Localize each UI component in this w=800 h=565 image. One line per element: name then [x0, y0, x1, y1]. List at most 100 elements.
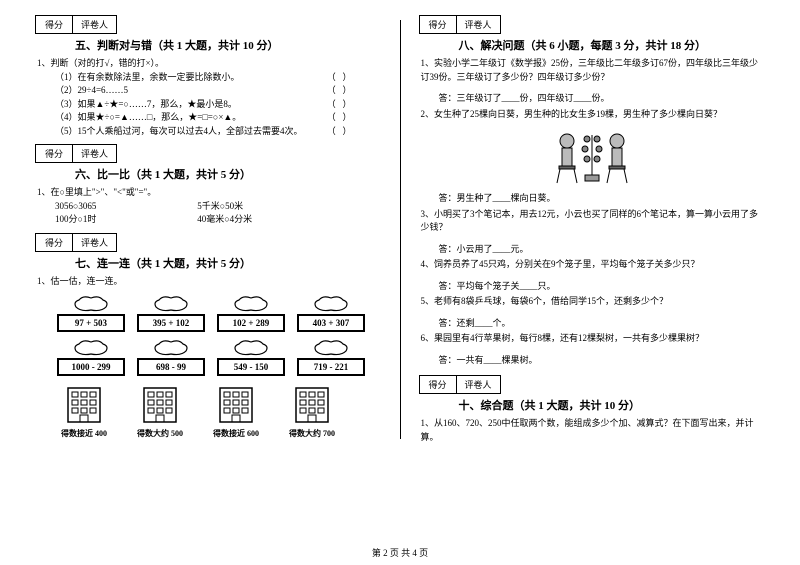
building-icon	[290, 382, 334, 426]
expr: 549 - 150	[217, 358, 285, 376]
building-item: 得数大约 500	[131, 382, 189, 439]
paren: （ ）	[327, 125, 352, 139]
s8-a1: 答：三年级订了____份，四年级订____份。	[439, 92, 766, 106]
building-label: 得数接近 400	[61, 428, 107, 439]
building-label: 得数大约 500	[137, 428, 183, 439]
q5-4-text: （4）如果★÷○=▲……□，那么，★=□=○×▲。	[55, 111, 241, 125]
bird-icon	[71, 336, 111, 358]
bird-icon	[311, 292, 351, 314]
right-column: 得分 评卷人 八、解决问题（共 6 小题，每题 3 分，共计 18 分） 1、实…	[409, 15, 776, 444]
score-box-7: 得分 评卷人	[35, 233, 382, 252]
q5-5-text: （5）15个人乘船过河，每次可以过去4人，全部过去需要4次。	[55, 125, 303, 139]
section-7-title: 七、连一连（共 1 大题，共计 5 分）	[75, 255, 382, 271]
bird-item: 97 + 503	[55, 292, 127, 332]
column-divider	[400, 20, 401, 439]
q5-2: （2）29÷4=6……5 （ ）	[55, 84, 382, 98]
s8-a6: 答：一共有____棵果树。	[439, 354, 766, 368]
paren: （ ）	[327, 84, 352, 98]
score-box-8: 得分 评卷人	[419, 15, 766, 34]
bird-row-bottom: 1000 - 299 698 - 99 549 - 150 719 - 221	[55, 336, 382, 376]
expr: 102 + 289	[217, 314, 285, 332]
left-column: 得分 评卷人 五、判断对与错（共 1 大题，共计 10 分） 1、判断（对的打√…	[25, 15, 392, 444]
s6-row1: 3056○3065 5千米○50米	[55, 200, 382, 214]
section-5-lead: 1、判断（对的打√，错的打×）。	[37, 57, 382, 71]
bird-icon	[231, 292, 271, 314]
section-6-title: 六、比一比（共 1 大题，共计 5 分）	[75, 166, 382, 182]
page-footer: 第 2 页 共 4 页	[0, 546, 800, 559]
expr: 698 - 99	[137, 358, 205, 376]
section-8-title: 八、解决问题（共 6 小题，每题 3 分，共计 18 分）	[459, 37, 766, 53]
s8-a4: 答：平均每个笼子关____只。	[439, 280, 766, 294]
score-box-10: 得分 评卷人	[419, 375, 766, 394]
building-item: 得数接近 400	[55, 382, 113, 439]
expr: 403 + 307	[297, 314, 365, 332]
building-item: 得数大约 700	[283, 382, 341, 439]
building-icon	[62, 382, 106, 426]
bird-item: 549 - 150	[215, 336, 287, 376]
s6-r1c1: 3056○3065	[55, 200, 195, 214]
grader-label: 评卷人	[457, 375, 501, 394]
building-icon	[214, 382, 258, 426]
building-item: 得数接近 600	[207, 382, 265, 439]
s8-q6: 6、果园里有4行苹果树，每行8棵，还有12棵梨树，一共有多少棵果树？	[421, 332, 766, 346]
s6-row2: 100分○1时 40毫米○4分米	[55, 213, 382, 227]
bird-icon	[151, 336, 191, 358]
expr: 719 - 221	[297, 358, 365, 376]
bird-icon	[151, 292, 191, 314]
s6-r1c2: 5千米○50米	[197, 201, 243, 211]
q5-1-text: （1）在有余数除法里，余数一定要比除数小。	[55, 71, 240, 85]
s8-q3: 3、小明买了3个笔记本，用去12元，小云也买了同样的6个笔记本，算一算小云用了多…	[421, 208, 766, 235]
bird-item: 698 - 99	[135, 336, 207, 376]
bird-item: 395 + 102	[135, 292, 207, 332]
score-label: 得分	[35, 144, 73, 163]
s8-a5: 答：还剩____个。	[439, 317, 766, 331]
q5-5: （5）15个人乘船过河，每次可以过去4人，全部过去需要4次。 （ ）	[55, 125, 382, 139]
building-row: 得数接近 400 得数大约 500 得数接近 600 得数大约 700	[55, 382, 382, 439]
score-box-5: 得分 评卷人	[35, 15, 382, 34]
grader-label: 评卷人	[73, 144, 117, 163]
section-7-lead: 1、估一估，连一连。	[37, 275, 382, 289]
s8-q4: 4、饲养员养了45只鸡，分别关在9个笼子里，平均每个笼子关多少只？	[421, 258, 766, 272]
s8-q1: 1、实验小学二年级订《数学报》25份，三年级比二年级多订67份，四年级比三年级少…	[421, 57, 766, 84]
s8-q2: 2、女生种了25棵向日葵，男生种的比女生多19棵，男生种了多少棵向日葵？	[421, 108, 766, 122]
s8-q5: 5、老师有8袋乒乓球，每袋6个，借给同学15个，还剩多少个？	[421, 295, 766, 309]
s10-q1: 1、从160、720、250中任取两个数，能组成多少个加、减算式？在下面写出来，…	[421, 417, 766, 444]
bird-icon	[311, 336, 351, 358]
grader-label: 评卷人	[73, 233, 117, 252]
section-6-lead: 1、在○里填上">"、"<"或"="。	[37, 186, 382, 200]
bird-item: 102 + 289	[215, 292, 287, 332]
page-content: 得分 评卷人 五、判断对与错（共 1 大题，共计 10 分） 1、判断（对的打√…	[0, 0, 800, 449]
q5-4: （4）如果★÷○=▲……□，那么，★=□=○×▲。（ ）	[55, 111, 382, 125]
score-label: 得分	[419, 375, 457, 394]
bird-item: 1000 - 299	[55, 336, 127, 376]
bird-item: 719 - 221	[295, 336, 367, 376]
q5-2-text: （2）29÷4=6……5	[55, 84, 128, 98]
score-box-6: 得分 评卷人	[35, 144, 382, 163]
sunflower-illustration	[419, 125, 766, 188]
q5-3: （3）如果▲÷★=○……7，那么，★最小是8。 （ ）	[55, 98, 382, 112]
building-icon	[138, 382, 182, 426]
building-label: 得数接近 600	[213, 428, 259, 439]
bird-row-top: 97 + 503 395 + 102 102 + 289 403 + 307	[55, 292, 382, 332]
q5-1: （1）在有余数除法里，余数一定要比除数小。 （ ）	[55, 71, 382, 85]
s8-a3: 答：小云用了____元。	[439, 243, 766, 257]
s6-r2c2: 40毫米○4分米	[197, 214, 252, 224]
building-label: 得数大约 700	[289, 428, 335, 439]
section-10-title: 十、综合题（共 1 大题，共计 10 分）	[459, 397, 766, 413]
s8-a2: 答：男生种了____棵向日葵。	[439, 192, 766, 206]
expr: 395 + 102	[137, 314, 205, 332]
q5-3-text: （3）如果▲÷★=○……7，那么，★最小是8。	[55, 98, 237, 112]
section-5-title: 五、判断对与错（共 1 大题，共计 10 分）	[75, 37, 382, 53]
bird-item: 403 + 307	[295, 292, 367, 332]
score-label: 得分	[35, 15, 73, 34]
expr: 97 + 503	[57, 314, 125, 332]
grader-label: 评卷人	[457, 15, 501, 34]
bird-icon	[231, 336, 271, 358]
score-label: 得分	[35, 233, 73, 252]
paren: （ ）	[327, 71, 352, 85]
score-label: 得分	[419, 15, 457, 34]
bird-icon	[71, 292, 111, 314]
grader-label: 评卷人	[73, 15, 117, 34]
s6-r2c1: 100分○1时	[55, 213, 195, 227]
paren: （ ）	[327, 98, 352, 112]
